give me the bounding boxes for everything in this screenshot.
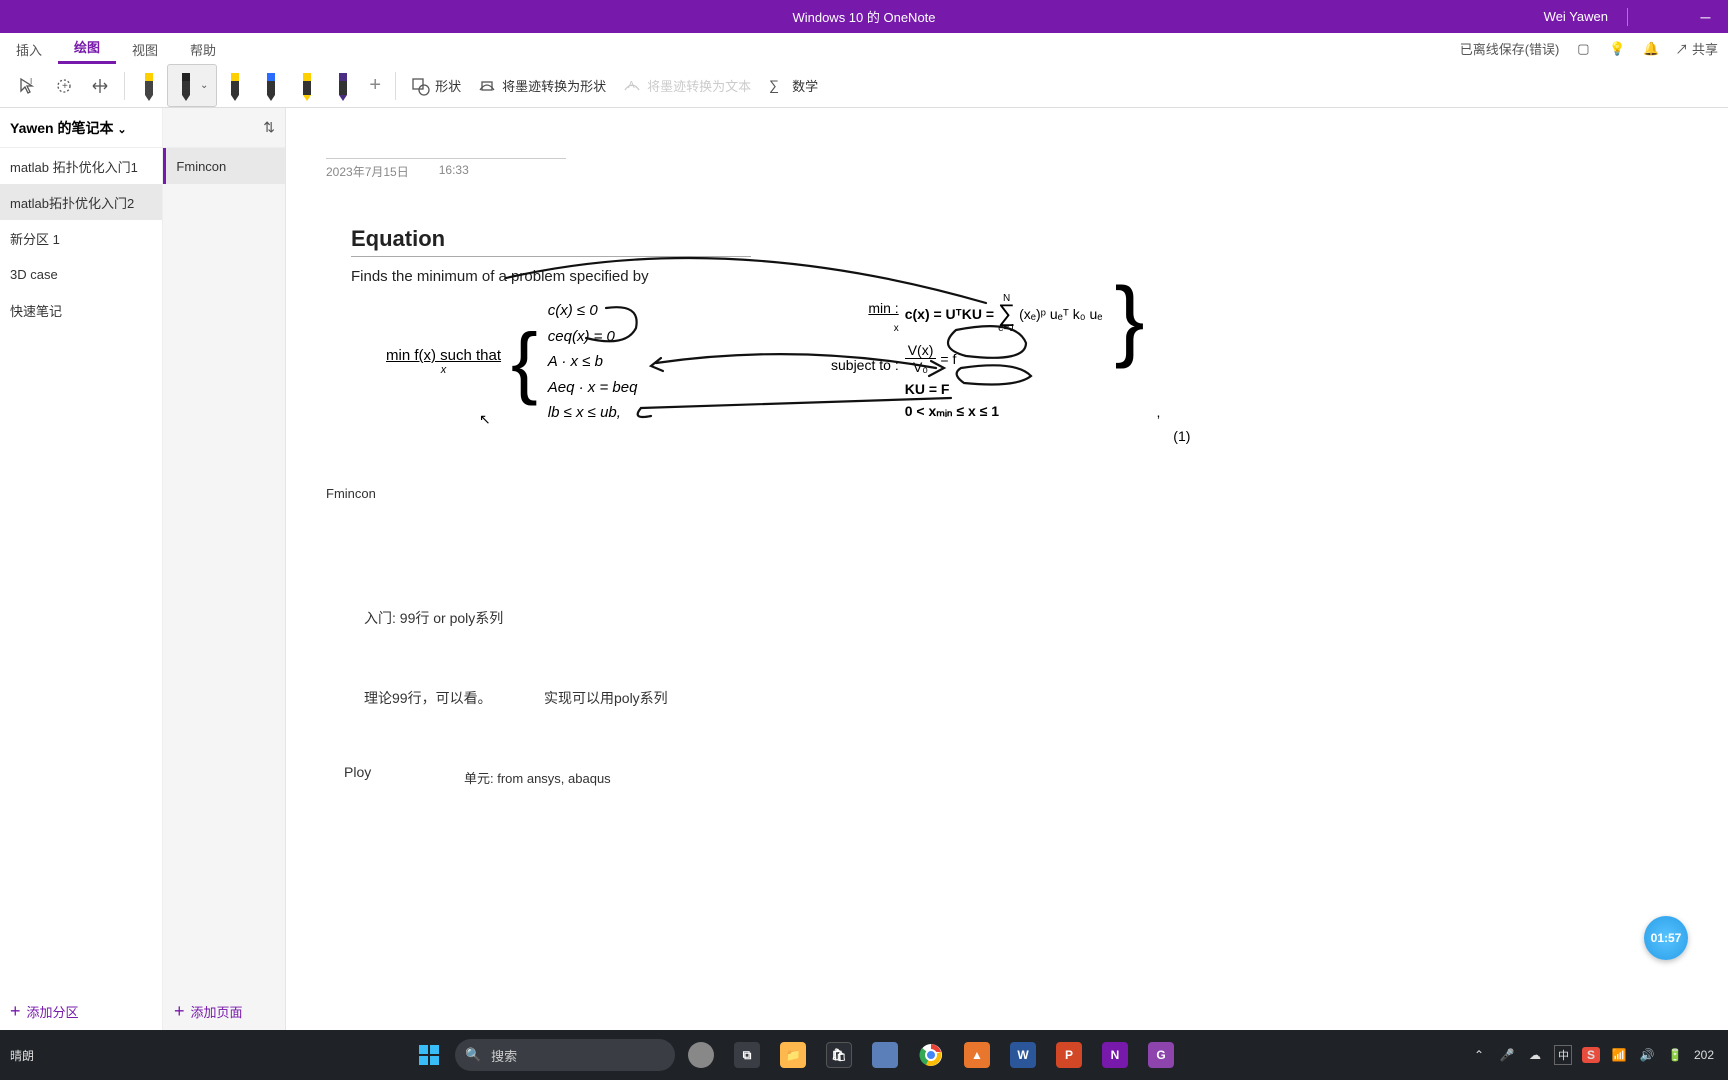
bell-icon[interactable]: 🔔: [1641, 39, 1661, 59]
task-chrome[interactable]: [911, 1035, 951, 1075]
ink-strokes: [376, 248, 1176, 448]
minimize-button[interactable]: ─: [1683, 0, 1728, 33]
toolbar-sep-2: [395, 72, 396, 100]
ribbon-toolbar: I + ⌄ + 形状 将墨迹转换为形状 A 将墨迹转换为文本 ∑ 数学: [0, 64, 1728, 108]
system-tray: ⌃ 🎤 ☁ 中 S 📶 🔊 🔋 202: [1470, 1045, 1728, 1065]
note-impl[interactable]: 实现可以用poly系列: [544, 688, 668, 708]
task-store[interactable]: 🛍: [819, 1035, 859, 1075]
svg-text:∑: ∑: [769, 77, 779, 93]
pan-tool[interactable]: [82, 64, 118, 107]
tray-chevron-icon[interactable]: ⌃: [1470, 1048, 1488, 1062]
note-time: 16:33: [439, 163, 469, 180]
pen-1[interactable]: [131, 64, 167, 107]
page-list: ⇅ Fmincon: [163, 108, 285, 1030]
task-matlab[interactable]: ▲: [957, 1035, 997, 1075]
taskbar-weather[interactable]: 晴朗: [0, 1047, 120, 1064]
sidebar: Yawen 的笔记本 ⌄ matlab 拓扑优化入门1 matlab拓扑优化入门…: [0, 108, 286, 1030]
tray-wifi-icon[interactable]: 📶: [1610, 1048, 1628, 1062]
tray-sogou-icon[interactable]: S: [1582, 1047, 1600, 1063]
task-powerpoint[interactable]: P: [1049, 1035, 1089, 1075]
ribbon-right: 已离线保存(错误) ▢ 💡 🔔 ↗ 共享: [1460, 33, 1718, 64]
start-button[interactable]: [409, 1035, 449, 1075]
pen-6[interactable]: [325, 64, 361, 107]
ink-to-shape-button[interactable]: 将墨迹转换为形状: [469, 64, 614, 107]
task-explorer[interactable]: 📁: [773, 1035, 813, 1075]
note-unit[interactable]: 单元: from ansys, abaqus: [464, 768, 611, 787]
task-onenote[interactable]: N: [1095, 1035, 1135, 1075]
tab-draw[interactable]: 绘图: [58, 31, 116, 64]
pen-2-selected[interactable]: ⌄: [167, 64, 217, 107]
note-fmincon[interactable]: Fmincon: [326, 486, 376, 501]
math-button[interactable]: ∑ 数学: [759, 64, 826, 107]
note-ploy[interactable]: Ploy: [344, 764, 371, 780]
notebook-header[interactable]: Yawen 的笔记本 ⌄: [0, 108, 162, 148]
sidebar-footer: +添加分区 +添加页面: [0, 992, 286, 1030]
svg-text:+: +: [62, 81, 68, 92]
pen-5[interactable]: [289, 64, 325, 107]
section-item[interactable]: matlab拓扑优化入门2: [0, 184, 162, 220]
tray-volume-icon[interactable]: 🔊: [1638, 1048, 1656, 1062]
share-button[interactable]: ↗ 共享: [1675, 39, 1718, 58]
tray-mic-icon[interactable]: 🎤: [1498, 1048, 1516, 1062]
cursor-icon: ↖: [479, 411, 491, 428]
task-word[interactable]: W: [1003, 1035, 1043, 1075]
app-title: Windows 10 的 OneNote: [792, 7, 935, 26]
lightbulb-icon[interactable]: 💡: [1607, 39, 1627, 59]
fullscreen-icon[interactable]: ▢: [1573, 39, 1593, 59]
lasso-tool[interactable]: +: [46, 64, 82, 107]
task-app[interactable]: [865, 1035, 905, 1075]
section-item[interactable]: matlab 拓扑优化入门1: [0, 148, 162, 184]
taskbar: 晴朗 🔍 搜索 ⧉ 📁 🛍 ▲ W P N G ⌃ 🎤 ☁ 中 S 📶 🔊 🔋 …: [0, 1030, 1728, 1080]
tray-ime[interactable]: 中: [1554, 1045, 1572, 1065]
add-pen[interactable]: +: [361, 64, 389, 107]
svg-text:I: I: [30, 77, 32, 86]
ink-to-text-button[interactable]: A 将墨迹转换为文本: [614, 64, 759, 107]
section-list: Yawen 的笔记本 ⌄ matlab 拓扑优化入门1 matlab拓扑优化入门…: [0, 108, 163, 1030]
note-theory[interactable]: 理论99行，可以看。: [364, 688, 492, 708]
section-item[interactable]: 快速笔记: [0, 292, 162, 328]
note-date: 2023年7月15日: [326, 163, 409, 180]
svg-text:A: A: [628, 80, 635, 91]
task-pdf[interactable]: G: [1141, 1035, 1181, 1075]
user-name[interactable]: Wei Yawen: [1544, 9, 1608, 24]
tab-help[interactable]: 帮助: [174, 34, 232, 64]
toolbar-sep-1: [124, 72, 125, 100]
page-item[interactable]: Fmincon: [163, 148, 285, 184]
task-taskview[interactable]: ⧉: [727, 1035, 767, 1075]
tray-onedrive-icon[interactable]: ☁: [1526, 1048, 1544, 1062]
titlebar: Windows 10 的 OneNote Wei Yawen ─: [0, 0, 1728, 33]
main-area: Yawen 的笔记本 ⌄ matlab 拓扑优化入门1 matlab拓扑优化入门…: [0, 108, 1728, 1030]
tray-clock[interactable]: 202: [1694, 1048, 1714, 1062]
titlebar-divider: [1627, 8, 1628, 26]
add-section-button[interactable]: +添加分区: [0, 992, 164, 1030]
add-page-button[interactable]: +添加页面: [164, 992, 286, 1030]
taskbar-search[interactable]: 🔍 搜索: [455, 1039, 675, 1071]
search-icon: 🔍: [465, 1047, 481, 1063]
section-item[interactable]: 3D case: [0, 256, 162, 292]
pen-4[interactable]: [253, 64, 289, 107]
tray-battery-icon[interactable]: 🔋: [1666, 1048, 1684, 1062]
section-item[interactable]: 新分区 1: [0, 220, 162, 256]
sort-icon[interactable]: ⇅: [263, 119, 275, 136]
page-list-header: ⇅: [163, 108, 285, 148]
window-controls: ─: [1683, 0, 1728, 33]
task-dell[interactable]: [681, 1035, 721, 1075]
note-intro[interactable]: 入门: 99行 or poly系列: [364, 608, 503, 628]
note-canvas[interactable]: 2023年7月15日 16:33 Equation Finds the mini…: [286, 108, 1728, 1030]
tab-view[interactable]: 视图: [116, 34, 174, 64]
note-date-line: 2023年7月15日 16:33: [326, 158, 566, 180]
ribbon-tabs: 插入 绘图 视图 帮助 已离线保存(错误) ▢ 💡 🔔 ↗ 共享: [0, 33, 1728, 64]
taskbar-center: 🔍 搜索 ⧉ 📁 🛍 ▲ W P N G: [120, 1035, 1470, 1075]
recording-time-badge[interactable]: 01:57: [1644, 916, 1688, 960]
tab-insert[interactable]: 插入: [0, 34, 58, 64]
pen-3[interactable]: [217, 64, 253, 107]
select-tool[interactable]: I: [10, 64, 46, 107]
save-status: 已离线保存(错误): [1460, 39, 1560, 58]
shapes-button[interactable]: 形状: [402, 64, 469, 107]
